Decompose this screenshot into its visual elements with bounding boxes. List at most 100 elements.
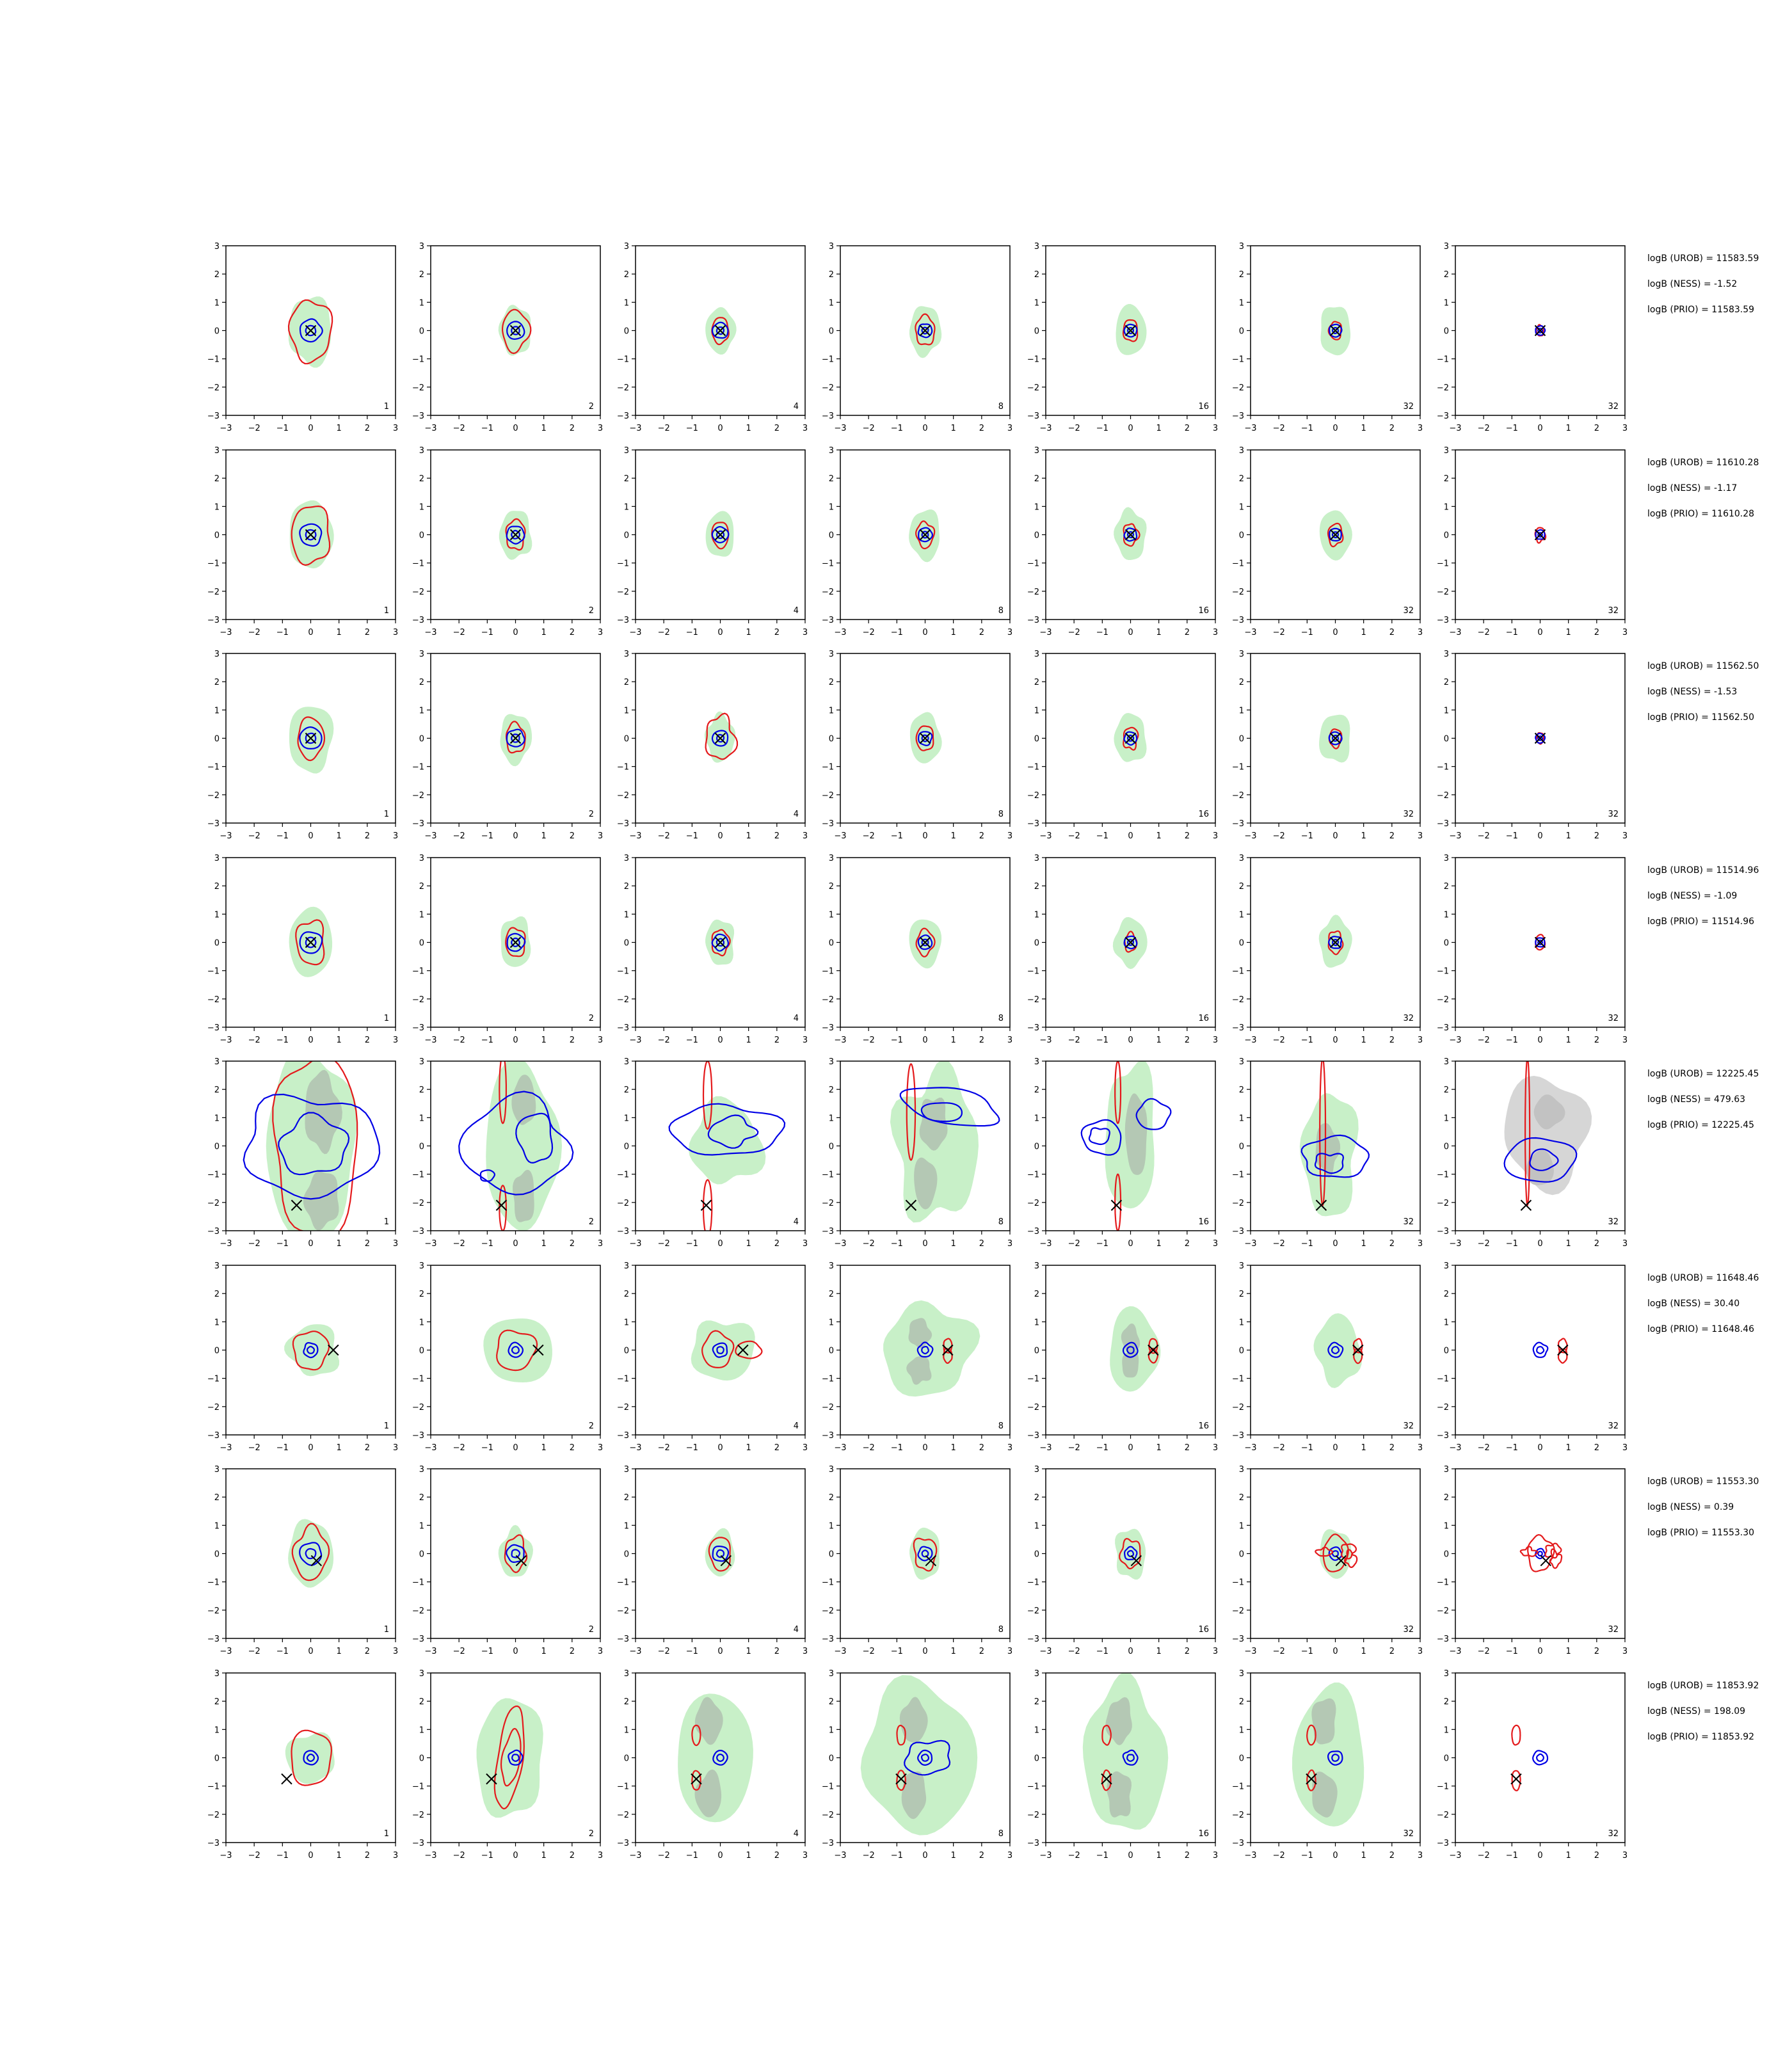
x-tick-label: 1	[746, 1239, 751, 1249]
marker-x	[1124, 324, 1137, 337]
y-tick-label: 3	[1239, 1057, 1244, 1067]
corner-label: 4	[794, 810, 799, 819]
subplot: −3 −2 −1 0 1 2 3 3 2 1 0 −1 −2 −3 4	[617, 650, 808, 841]
y-tick-label: −3	[617, 1023, 629, 1033]
density-fill-core	[511, 1075, 536, 1125]
y-tick-label: −3	[1027, 412, 1039, 421]
red-contour	[1114, 1061, 1122, 1124]
subplot: −3 −2 −1 0 1 2 3 3 2 1 0 −1 −2 −3 2	[412, 650, 603, 841]
y-tick-label: −3	[1232, 1431, 1244, 1441]
y-tick-label: −1	[412, 1578, 424, 1588]
y-tick-label: 0	[829, 1754, 834, 1764]
x-tick-label: −3	[1449, 424, 1461, 433]
x-tick-label: 1	[746, 628, 751, 637]
y-tick-label: −3	[207, 1635, 220, 1644]
y-tick-label: −3	[822, 819, 834, 829]
y-tick-label: −1	[1232, 763, 1244, 772]
plot-area	[1319, 510, 1352, 561]
x-tick-label: −1	[481, 1443, 493, 1453]
corner-label: 1	[384, 1421, 389, 1431]
x-tick-label: −1	[1096, 831, 1108, 841]
x-tick-label: 2	[1389, 1851, 1395, 1860]
red-contour	[291, 1729, 333, 1786]
y-tick-label: 3	[214, 1057, 220, 1067]
y-tick-label: 1	[1444, 502, 1449, 512]
y-tick-label: 1	[214, 910, 220, 920]
y-tick-label: −2	[617, 1199, 629, 1208]
y-tick-label: 0	[829, 735, 834, 744]
x-tick-label: −2	[1068, 424, 1080, 433]
y-tick-label: −3	[1437, 819, 1449, 829]
blue-contour	[904, 1740, 951, 1776]
subplot: −3 −2 −1 0 1 2 3 3 2 1 0 −1 −2 −3 4	[617, 854, 808, 1045]
y-tick-label: 0	[419, 327, 424, 337]
marker-x	[714, 732, 726, 744]
x-tick-label: 1	[541, 831, 547, 841]
blue-contour	[303, 1750, 319, 1766]
x-tick-label: −3	[424, 1647, 436, 1656]
x-tick-label: −3	[1244, 1443, 1256, 1453]
corner-label: 16	[1198, 1421, 1209, 1431]
y-tick-label: −2	[1027, 1199, 1039, 1208]
x-tick-label: −3	[834, 1647, 846, 1656]
y-tick-label: 0	[624, 531, 629, 541]
x-tick-label: 3	[1213, 1647, 1218, 1656]
x-tick-label: −3	[629, 1036, 641, 1045]
y-tick-label: 0	[1239, 1347, 1244, 1356]
y-tick-label: −3	[207, 1839, 220, 1848]
x-tick-label: 0	[1537, 1443, 1542, 1453]
x-tick-label: 3	[1213, 1036, 1218, 1045]
x-tick-label: 1	[951, 424, 956, 433]
corner-label: 8	[998, 1421, 1004, 1431]
x-tick-label: 3	[1007, 1036, 1012, 1045]
blue-contour	[668, 1103, 786, 1156]
blue-contour	[511, 1346, 520, 1354]
x-tick-label: −2	[248, 424, 260, 433]
y-tick-label: 2	[1444, 1085, 1449, 1095]
marker-x	[925, 1555, 937, 1567]
x-tick-label: 1	[1361, 424, 1366, 433]
x-tick-label: 2	[774, 831, 780, 841]
x-tick-label: −3	[220, 1647, 232, 1656]
y-tick-label: −3	[207, 1227, 220, 1236]
x-tick-label: −1	[686, 1647, 698, 1656]
y-tick-label: −3	[412, 1635, 424, 1644]
x-tick-label: 1	[951, 1443, 956, 1453]
y-tick-label: −3	[207, 819, 220, 829]
x-tick-label: 3	[803, 1443, 808, 1453]
y-tick-label: 3	[624, 650, 629, 659]
x-tick-label: 0	[922, 1443, 927, 1453]
density-fill-core	[694, 1697, 723, 1745]
red-contour	[943, 1347, 953, 1364]
x-tick-label: 3	[1418, 424, 1423, 433]
red-contour	[1148, 1347, 1158, 1364]
logb-annotation: logB (UROB) = 11610.28	[1647, 458, 1759, 468]
blue-contour	[711, 933, 730, 952]
corner-label: 2	[589, 402, 594, 412]
plot-area	[287, 296, 333, 368]
blue-contour	[712, 1546, 730, 1562]
subplot: −3 −2 −1 0 1 2 3 3 2 1 0 −1 −2 −3 4	[617, 1057, 808, 1249]
y-tick-label: 1	[1444, 298, 1449, 308]
red-contour	[493, 1705, 525, 1810]
y-tick-label: 0	[1444, 1754, 1449, 1764]
blue-contour	[917, 323, 933, 339]
corner-label: 2	[589, 1421, 594, 1431]
y-tick-label: −3	[1437, 1023, 1449, 1033]
x-tick-label: −2	[453, 1851, 465, 1860]
y-tick-label: −1	[1232, 1782, 1244, 1792]
density-fill-core	[1312, 1772, 1338, 1818]
red-contour	[702, 1179, 713, 1231]
subplot: −3 −2 −1 0 1 2 3 3 2 1 0 −1 −2 −3 1	[207, 854, 398, 1045]
y-tick-label: 1	[214, 1318, 220, 1327]
plot-area	[1315, 1529, 1358, 1579]
x-tick-label: 1	[1566, 831, 1571, 841]
marker-x	[714, 936, 726, 948]
x-tick-label: 0	[1537, 1239, 1542, 1249]
x-tick-label: −1	[686, 1443, 698, 1453]
x-tick-label: 3	[598, 1851, 603, 1860]
y-tick-label: −3	[1232, 1635, 1244, 1644]
